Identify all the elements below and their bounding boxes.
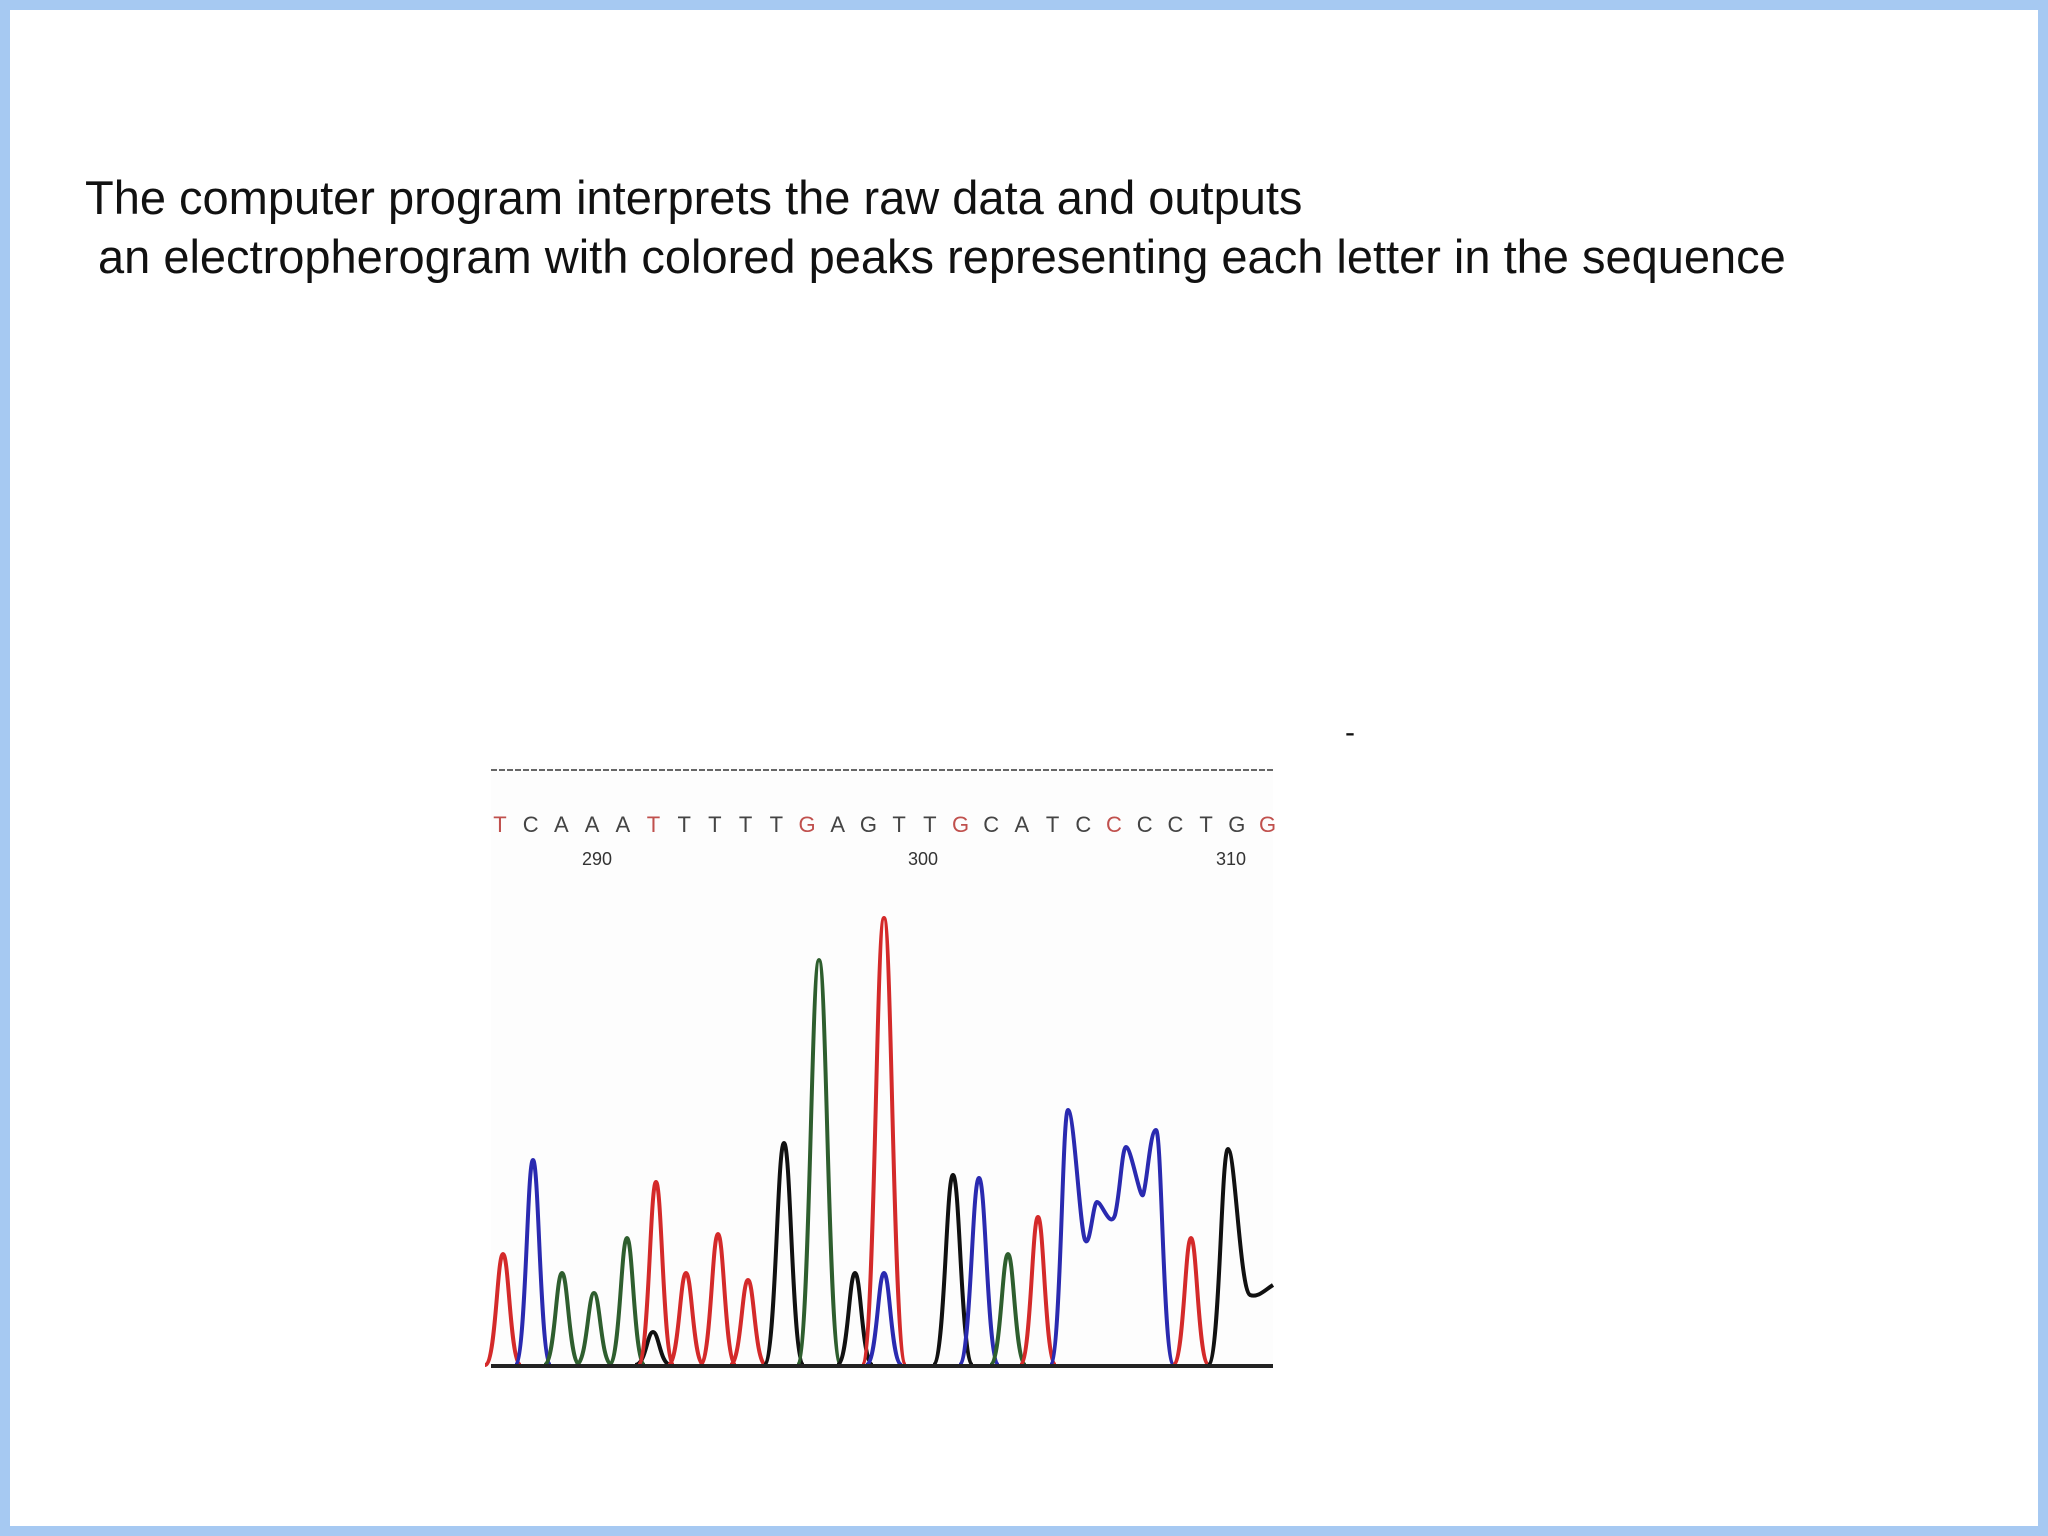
peak <box>728 1277 768 1367</box>
base-letter: T <box>770 812 783 837</box>
base-letter: G <box>860 812 877 837</box>
base-letter: C <box>1167 812 1183 837</box>
base-letter: T <box>1199 812 1212 837</box>
peak <box>762 1140 806 1367</box>
peak <box>666 1270 706 1367</box>
base-letter: A <box>615 812 630 837</box>
base-letter: G <box>1228 812 1245 837</box>
base-letter: C <box>523 812 539 837</box>
peak <box>698 1231 738 1367</box>
peaks <box>483 915 1275 1368</box>
base-letter: T <box>708 812 721 837</box>
peak <box>957 1175 1001 1367</box>
base-letter: C <box>1137 812 1153 837</box>
base-letter: T <box>677 812 690 837</box>
marker: - <box>1345 716 1355 749</box>
base-letter: T <box>493 812 506 837</box>
base-letter: C <box>1075 812 1091 837</box>
base-letter: T <box>647 812 660 837</box>
peak <box>513 1157 553 1367</box>
peak <box>860 915 908 1367</box>
peak <box>542 1270 582 1367</box>
peak <box>1048 1107 1176 1367</box>
position-label: 300 <box>908 849 938 869</box>
base-letter: A <box>830 812 845 837</box>
peak <box>483 1251 523 1367</box>
peak <box>795 957 843 1367</box>
base-letter: T <box>1046 812 1059 837</box>
base-letter: C <box>983 812 999 837</box>
peak <box>1018 1214 1058 1367</box>
peak <box>1206 1146 1275 1367</box>
base-letter: T <box>923 812 936 837</box>
position-label: 310 <box>1216 849 1246 869</box>
peak <box>931 1172 975 1367</box>
position-label: 290 <box>582 849 612 869</box>
base-letter: G <box>798 812 815 837</box>
peak <box>607 1235 647 1367</box>
base-letter: G <box>1259 812 1276 837</box>
base-letter: A <box>1015 812 1030 837</box>
base-letter: G <box>952 812 969 837</box>
slide-text: The computer program interprets the raw … <box>85 171 1303 224</box>
peak <box>988 1251 1028 1367</box>
base-letter: A <box>554 812 569 837</box>
base-letter: T <box>892 812 905 837</box>
base-letter: T <box>739 812 752 837</box>
base-letter: A <box>585 812 600 837</box>
peak <box>574 1290 614 1367</box>
peak <box>864 1270 904 1367</box>
peak <box>1171 1235 1211 1367</box>
base-letter: C <box>1106 812 1122 837</box>
peak <box>636 1179 676 1367</box>
slide-text: an electropherogram with colored peaks r… <box>98 230 1786 283</box>
